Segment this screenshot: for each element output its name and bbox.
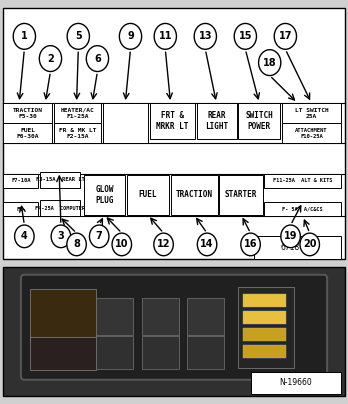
Text: 12: 12 xyxy=(157,240,170,249)
Circle shape xyxy=(119,23,142,49)
FancyBboxPatch shape xyxy=(84,175,125,215)
Text: SWITCH
POWER: SWITCH POWER xyxy=(245,111,273,131)
Circle shape xyxy=(241,233,260,256)
FancyBboxPatch shape xyxy=(40,172,80,188)
Text: FUEL: FUEL xyxy=(139,190,157,199)
Text: 14: 14 xyxy=(200,240,214,249)
Text: F7-10A: F7-10A xyxy=(11,178,31,183)
Text: ATTACHMENT
F10-25A: ATTACHMENT F10-25A xyxy=(295,128,328,139)
FancyBboxPatch shape xyxy=(30,289,96,341)
Text: 3: 3 xyxy=(57,231,64,241)
Text: F- 5A  A/C&CS: F- 5A A/C&CS xyxy=(283,206,323,212)
FancyBboxPatch shape xyxy=(238,103,280,139)
Text: F4-25A  COMPUTER: F4-25A COMPUTER xyxy=(35,206,85,210)
FancyBboxPatch shape xyxy=(243,328,286,341)
Text: 13: 13 xyxy=(199,32,212,41)
FancyBboxPatch shape xyxy=(127,175,169,215)
Text: 11: 11 xyxy=(159,32,172,41)
FancyBboxPatch shape xyxy=(3,267,345,396)
FancyBboxPatch shape xyxy=(243,311,286,324)
FancyBboxPatch shape xyxy=(21,275,327,380)
Text: 6718774: 6718774 xyxy=(280,243,315,252)
FancyBboxPatch shape xyxy=(282,103,341,123)
Text: HEATER/AC
F1-25A: HEATER/AC F1-25A xyxy=(61,107,94,119)
Text: F3-15A  REAR LT: F3-15A REAR LT xyxy=(35,177,85,182)
Text: REAR
LIGHT: REAR LIGHT xyxy=(205,111,228,131)
FancyBboxPatch shape xyxy=(142,336,179,369)
FancyBboxPatch shape xyxy=(251,372,341,394)
Text: 2: 2 xyxy=(47,54,54,63)
FancyBboxPatch shape xyxy=(142,298,179,335)
Text: 17: 17 xyxy=(279,32,292,41)
FancyBboxPatch shape xyxy=(243,345,286,358)
Circle shape xyxy=(67,233,86,256)
Text: 1: 1 xyxy=(21,32,28,41)
FancyBboxPatch shape xyxy=(96,336,133,369)
FancyBboxPatch shape xyxy=(54,103,101,123)
FancyBboxPatch shape xyxy=(96,298,133,335)
FancyBboxPatch shape xyxy=(54,123,101,143)
FancyBboxPatch shape xyxy=(187,336,224,369)
Text: 18: 18 xyxy=(263,58,277,67)
FancyBboxPatch shape xyxy=(264,202,341,216)
Circle shape xyxy=(67,23,89,49)
FancyBboxPatch shape xyxy=(103,103,148,143)
Circle shape xyxy=(13,23,35,49)
Circle shape xyxy=(15,225,34,248)
Text: FRT &
MRKR LT: FRT & MRKR LT xyxy=(156,111,189,131)
FancyBboxPatch shape xyxy=(243,294,286,307)
Circle shape xyxy=(259,50,281,76)
Text: 20: 20 xyxy=(303,240,316,249)
Text: 9: 9 xyxy=(127,32,134,41)
FancyBboxPatch shape xyxy=(171,175,218,215)
FancyBboxPatch shape xyxy=(30,337,96,370)
FancyBboxPatch shape xyxy=(150,103,195,139)
Text: 4: 4 xyxy=(21,231,28,241)
FancyBboxPatch shape xyxy=(254,236,341,259)
Text: TRACTION
F5-30: TRACTION F5-30 xyxy=(13,107,43,119)
FancyBboxPatch shape xyxy=(238,287,294,368)
Circle shape xyxy=(300,233,319,256)
FancyBboxPatch shape xyxy=(40,200,80,216)
FancyBboxPatch shape xyxy=(3,8,345,259)
Text: 10: 10 xyxy=(115,240,128,249)
FancyBboxPatch shape xyxy=(264,174,341,188)
Circle shape xyxy=(89,225,109,248)
FancyBboxPatch shape xyxy=(197,103,237,139)
Text: FUEL
F6-30A: FUEL F6-30A xyxy=(17,128,39,139)
Circle shape xyxy=(154,233,173,256)
Circle shape xyxy=(281,225,300,248)
Text: GLOW
PLUG: GLOW PLUG xyxy=(95,185,114,205)
FancyBboxPatch shape xyxy=(3,174,38,188)
Circle shape xyxy=(51,225,71,248)
FancyBboxPatch shape xyxy=(187,298,224,335)
Circle shape xyxy=(274,23,296,49)
Text: F11-25A  ALT & KITS: F11-25A ALT & KITS xyxy=(273,178,332,183)
Circle shape xyxy=(197,233,217,256)
Text: LT SWITCH
25A: LT SWITCH 25A xyxy=(295,107,328,119)
Text: 15: 15 xyxy=(239,32,252,41)
Circle shape xyxy=(39,46,62,72)
FancyBboxPatch shape xyxy=(3,202,38,216)
Text: 6: 6 xyxy=(94,54,101,63)
Circle shape xyxy=(86,46,109,72)
FancyBboxPatch shape xyxy=(3,103,52,123)
FancyBboxPatch shape xyxy=(219,175,263,215)
Text: 19: 19 xyxy=(284,231,297,241)
Text: 7: 7 xyxy=(96,231,103,241)
Circle shape xyxy=(234,23,256,49)
Circle shape xyxy=(154,23,176,49)
Text: STARTER: STARTER xyxy=(225,190,257,199)
Circle shape xyxy=(194,23,216,49)
Text: FB-: FB- xyxy=(16,206,26,212)
FancyBboxPatch shape xyxy=(282,123,341,143)
Text: N-19660: N-19660 xyxy=(279,379,312,387)
Circle shape xyxy=(112,233,132,256)
Text: 8: 8 xyxy=(73,240,80,249)
Text: FR & MK LT
F2-15A: FR & MK LT F2-15A xyxy=(59,128,96,139)
Text: TRACTION: TRACTION xyxy=(175,190,213,199)
FancyBboxPatch shape xyxy=(3,123,52,143)
Text: 5: 5 xyxy=(75,32,82,41)
Text: 16: 16 xyxy=(244,240,257,249)
